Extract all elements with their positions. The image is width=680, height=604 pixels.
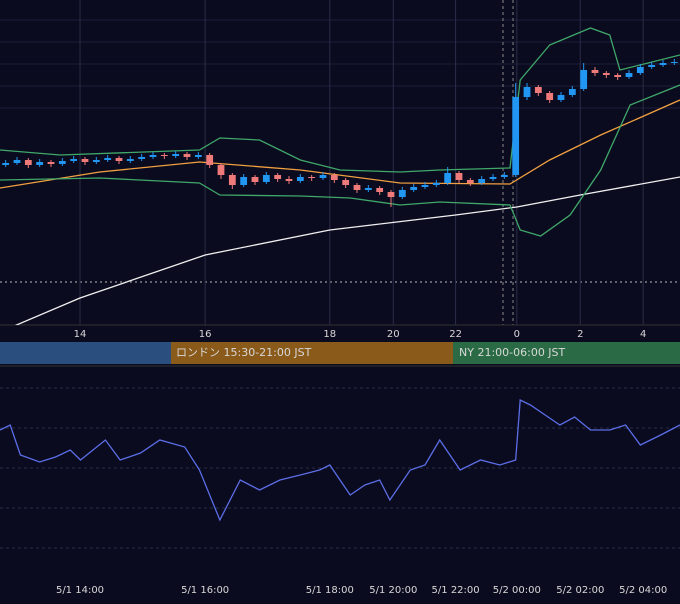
candle-body [500, 175, 508, 177]
session-label: ロンドン 15:30-21:00 JST [176, 346, 312, 359]
candle-body [376, 188, 384, 192]
candle-body [70, 159, 78, 161]
candle-body [183, 154, 191, 157]
candle-body [13, 160, 21, 163]
x-tick-label: 5/1 20:00 [369, 585, 417, 596]
line [0, 99, 680, 189]
candle-body [432, 183, 440, 185]
line [0, 84, 680, 237]
candle-body [217, 165, 225, 175]
candle-body [580, 70, 588, 89]
candle-body [602, 73, 610, 75]
candle-body [296, 177, 304, 181]
candle-body [194, 155, 202, 157]
candle-body [489, 177, 497, 179]
candle-body [614, 75, 622, 77]
x-tick-label: 16 [199, 329, 212, 340]
x-tick-label: 4 [640, 329, 646, 340]
candle-body [262, 175, 270, 182]
candle-body [568, 89, 576, 95]
candle-body [398, 190, 406, 197]
candle-body [659, 63, 667, 65]
candle-body [126, 159, 134, 161]
candle-body [512, 97, 520, 175]
candle-body [308, 177, 316, 178]
candle-body [115, 158, 123, 161]
candle-body [636, 67, 644, 73]
line [14, 176, 680, 325]
plot [0, 27, 680, 325]
candle-body [421, 185, 429, 187]
candle-body [557, 95, 565, 100]
candle-body [466, 180, 474, 183]
candle-body [523, 87, 531, 97]
candle-body [251, 177, 259, 182]
candle-body [2, 163, 10, 165]
x-tick-label: 14 [74, 329, 87, 340]
candle-body [58, 161, 66, 164]
x-tick-label: 0 [514, 329, 520, 340]
candle-body [240, 177, 248, 185]
line [0, 27, 680, 173]
candle-body [228, 175, 236, 185]
candle-body [138, 157, 146, 159]
candle-body [387, 192, 395, 197]
candle-body [285, 179, 293, 181]
candle-body [330, 175, 338, 180]
candle-body [591, 70, 599, 73]
session-london [171, 342, 453, 364]
candle-body [364, 188, 372, 190]
candle-body [478, 179, 486, 183]
candle-body [455, 173, 463, 180]
x-tick-label: 5/1 22:00 [432, 585, 480, 596]
line [0, 398, 680, 522]
osc-grid [0, 387, 680, 549]
candle-body [546, 93, 554, 100]
candle-body [534, 87, 542, 93]
session-label: NY 21:00-06:00 JST [459, 346, 566, 359]
candle-body [92, 160, 100, 162]
session-tokyo [0, 342, 171, 364]
candle-body [149, 155, 157, 157]
x-tick-label: 5/1 14:00 [56, 585, 104, 596]
candle-body [353, 185, 361, 190]
candle-body [625, 73, 633, 77]
candle-body [104, 158, 112, 160]
candle-body [342, 180, 350, 185]
session-ny [453, 342, 680, 364]
x-tick-label: 2 [577, 329, 583, 340]
candle-body [319, 175, 327, 178]
x-tick-label: 22 [449, 329, 462, 340]
x-tick-label: 5/2 02:00 [556, 585, 604, 596]
x-tick-label: 18 [323, 329, 336, 340]
candle-body [648, 65, 656, 67]
x-tick-label: 20 [387, 329, 400, 340]
candle-body [24, 160, 32, 165]
candle-body [206, 155, 214, 165]
x-tick-label: 5/1 18:00 [306, 585, 354, 596]
candle-body [36, 162, 44, 165]
x-tick-label: 5/2 00:00 [493, 585, 541, 596]
candle-body [670, 62, 678, 63]
candle-body [172, 154, 180, 156]
x-tick-label: 5/2 04:00 [619, 585, 667, 596]
x-tick-label: 5/1 16:00 [181, 585, 229, 596]
candle-body [47, 162, 55, 164]
price-grid [0, 19, 680, 109]
plot [0, 398, 680, 522]
candle-body [274, 175, 282, 179]
candle-body [81, 159, 89, 162]
candle-body [410, 187, 418, 190]
candle-body [444, 173, 452, 183]
candle-body [160, 155, 168, 156]
